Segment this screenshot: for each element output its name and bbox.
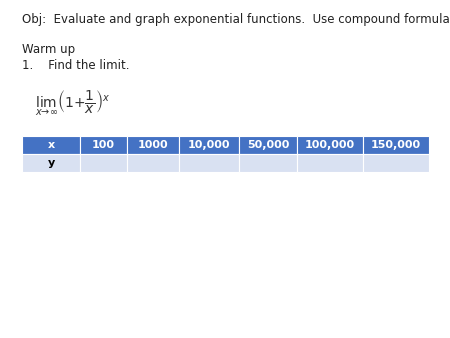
Text: 1000: 1000	[138, 140, 168, 150]
Text: Warm up: Warm up	[22, 43, 75, 56]
FancyBboxPatch shape	[22, 136, 80, 154]
FancyBboxPatch shape	[22, 154, 80, 172]
FancyBboxPatch shape	[363, 154, 429, 172]
FancyBboxPatch shape	[239, 136, 297, 154]
FancyBboxPatch shape	[179, 136, 239, 154]
Text: 100,000: 100,000	[305, 140, 355, 150]
Text: 50,000: 50,000	[247, 140, 289, 150]
FancyBboxPatch shape	[127, 154, 179, 172]
Text: 150,000: 150,000	[371, 140, 421, 150]
FancyBboxPatch shape	[297, 136, 363, 154]
Text: Obj:  Evaluate and graph exponential functions.  Use compound formulas.: Obj: Evaluate and graph exponential func…	[22, 13, 450, 26]
FancyBboxPatch shape	[297, 154, 363, 172]
Text: 100: 100	[92, 140, 115, 150]
FancyBboxPatch shape	[80, 154, 127, 172]
Text: x: x	[47, 140, 54, 150]
FancyBboxPatch shape	[363, 136, 429, 154]
Text: $\lim_{x \to \infty} \left(1 + \dfrac{1}{x}\right)^{x}$: $\lim_{x \to \infty} \left(1 + \dfrac{1}…	[35, 88, 110, 118]
FancyBboxPatch shape	[127, 136, 179, 154]
FancyBboxPatch shape	[239, 154, 297, 172]
FancyBboxPatch shape	[179, 154, 239, 172]
FancyBboxPatch shape	[80, 136, 127, 154]
Text: y: y	[47, 158, 54, 168]
Text: 10,000: 10,000	[188, 140, 230, 150]
Text: 1.    Find the limit.: 1. Find the limit.	[22, 59, 130, 72]
